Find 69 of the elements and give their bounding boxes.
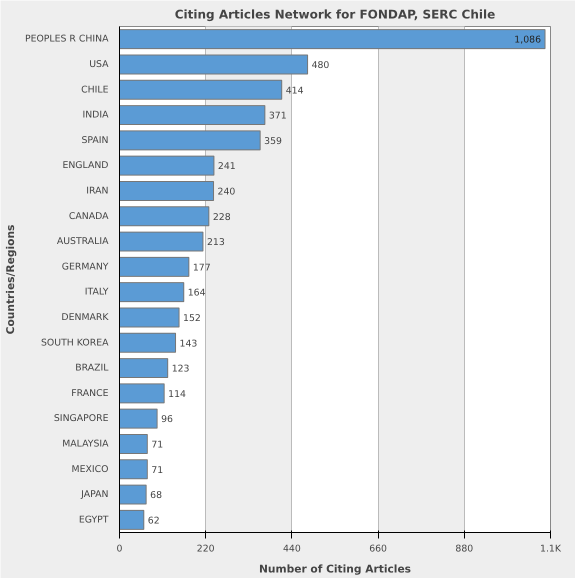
bar: [120, 307, 180, 328]
x-tick-label: 660: [369, 544, 388, 554]
y-tick-label: FRANCE: [71, 388, 109, 399]
data-label: 96: [161, 414, 174, 426]
data-label: 241: [218, 161, 236, 172]
y-tick-label: AUSTRALIA: [56, 236, 110, 248]
bar: [120, 332, 176, 353]
x-tick-label: 880: [455, 544, 474, 554]
data-label: 123: [172, 364, 190, 375]
data-label: 1,086: [514, 34, 542, 46]
bar: [120, 29, 546, 50]
y-tick-label: ENGLAND: [62, 160, 109, 172]
y-tick-label: SPAIN: [81, 134, 109, 146]
y-tick-label: SOUTH KOREA: [41, 337, 110, 348]
data-label: 359: [264, 136, 282, 147]
data-label: 177: [192, 262, 211, 274]
bar: [120, 256, 190, 277]
bar: [120, 206, 210, 226]
bar: [120, 232, 204, 252]
y-tick-label: MALAYSIA: [62, 438, 110, 450]
y-tick-label: ITALY: [84, 286, 109, 298]
data-label: 414: [286, 85, 304, 96]
bar: [120, 180, 214, 201]
bar: [120, 510, 144, 530]
y-tick-label: EGYPT: [78, 514, 109, 526]
x-tick-label: 1.1K: [540, 544, 562, 554]
data-label: 240: [218, 186, 236, 198]
data-label: 164: [188, 288, 206, 299]
bar: [120, 156, 214, 176]
bar: [120, 459, 148, 480]
x-tick-label: 220: [196, 544, 215, 554]
data-label: 143: [180, 338, 198, 350]
data-label: 68: [150, 490, 162, 502]
bar: [120, 80, 282, 100]
y-tick-label: INDIA: [82, 110, 110, 121]
bar: [120, 484, 147, 505]
bar: [120, 434, 148, 454]
y-tick-label: PEOPLES R CHINA: [24, 34, 110, 45]
y-tick-label: IRAN: [86, 185, 109, 196]
data-label: 114: [168, 388, 186, 400]
bar: [120, 105, 266, 126]
y-tick-label: SINGAPORE: [54, 413, 109, 424]
y-tick-label: CHILE: [81, 84, 109, 96]
y-tick-label: GERMANY: [62, 261, 109, 272]
y-tick-label: CANADA: [68, 210, 110, 222]
bar: [120, 408, 158, 429]
y-axis-title: Countries/Regions: [4, 224, 17, 334]
chart-title: Citing Articles Network for FONDAP, SERC Chile: [174, 8, 496, 22]
y-tick-label: JAPAN: [80, 489, 109, 500]
x-tick-label: 0: [116, 544, 123, 554]
y-tick-label: USA: [89, 58, 110, 70]
data-label: 371: [268, 110, 287, 122]
data-label: 228: [212, 212, 231, 223]
bar: [120, 282, 184, 302]
data-label: 213: [206, 237, 225, 248]
data-label: 71: [151, 439, 164, 450]
bar: [120, 358, 168, 378]
y-tick-label: MEXICO: [72, 464, 109, 475]
bar: [120, 54, 308, 74]
x-tick-label: 440: [283, 544, 301, 554]
bar: [120, 383, 165, 404]
data-label: 480: [312, 60, 330, 71]
data-label: 152: [183, 312, 201, 324]
x-axis-title: Number of Citing Articles: [258, 562, 412, 576]
data-label: 71: [151, 464, 164, 476]
y-tick-label: DENMARK: [61, 312, 110, 323]
y-tick-label: BRAZIL: [75, 362, 110, 374]
bar: [120, 130, 261, 150]
data-label: 62: [148, 515, 160, 526]
